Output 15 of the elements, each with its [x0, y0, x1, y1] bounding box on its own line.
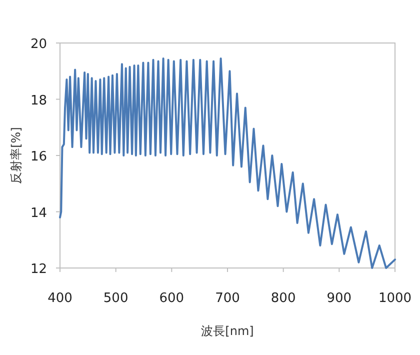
- y-axis-title: 反射率[%]: [9, 127, 23, 184]
- y-tick-label: 14: [30, 206, 47, 221]
- line-series: [59, 57, 396, 269]
- y-tick-label: 20: [30, 37, 47, 52]
- y-tick-label: 16: [30, 150, 47, 164]
- x-tick-label: 500: [103, 291, 128, 306]
- y-tick-label: 12: [30, 262, 47, 277]
- y-tick-label: 18: [30, 93, 47, 108]
- x-tick-label: 600: [159, 291, 184, 306]
- x-tick-label: 1000: [378, 291, 412, 306]
- x-axis-title: 波長[nm]: [201, 324, 254, 338]
- x-tick-label: 400: [48, 291, 72, 306]
- x-tick-label: 700: [215, 291, 240, 306]
- x-tick-label: 900: [326, 291, 352, 306]
- x-tick-label: 800: [270, 291, 296, 306]
